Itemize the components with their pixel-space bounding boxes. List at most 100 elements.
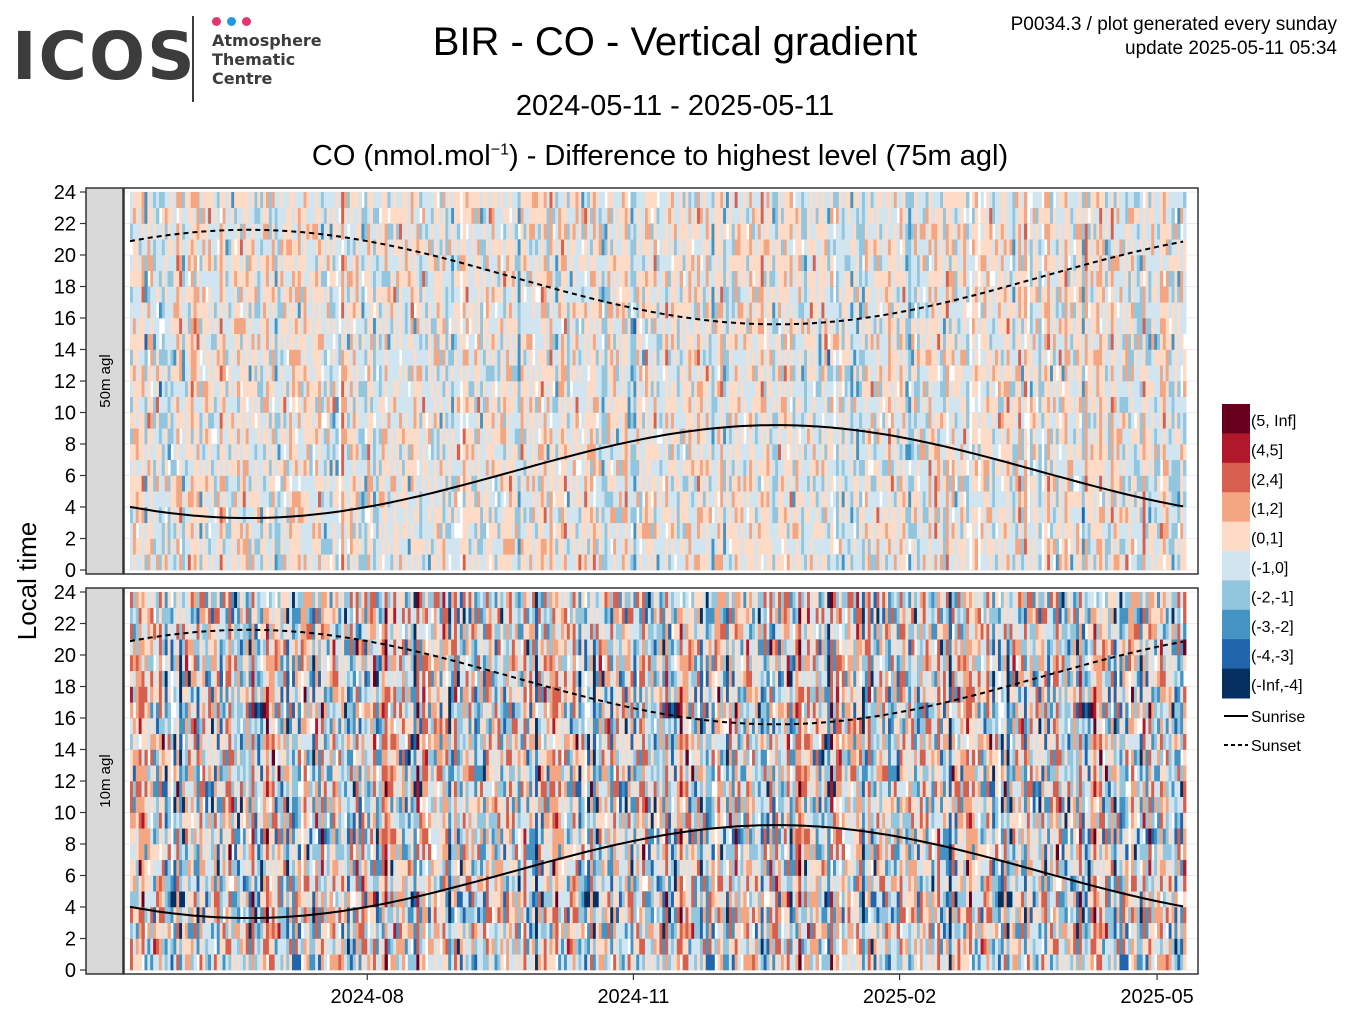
heat-cell: [477, 522, 481, 539]
heat-cell: [263, 349, 267, 366]
heat-cell: [618, 396, 623, 413]
heat-cell: [523, 396, 527, 413]
heat-cell: [306, 333, 310, 350]
heat-cell: [413, 522, 417, 539]
heat-cell: [427, 255, 432, 272]
heat-cell: [225, 459, 229, 476]
heat-cell: [592, 333, 597, 350]
heat-cell: [179, 318, 183, 335]
heat-cell: [399, 538, 403, 555]
heat-cell: [749, 286, 753, 303]
heat-cell: [639, 286, 643, 303]
heat-cell: [404, 428, 409, 445]
heat-cell: [514, 381, 519, 398]
heat-cell: [332, 491, 336, 508]
heat-cell: [511, 192, 516, 209]
heat-cell: [211, 255, 215, 272]
heat-cell: [699, 286, 704, 303]
heat-cell: [590, 365, 594, 382]
heat-cell: [213, 192, 218, 209]
heat-cell: [355, 412, 359, 429]
heat-cell: [190, 302, 195, 319]
heat-cell: [497, 459, 501, 476]
heat-cell: [364, 239, 368, 256]
heat-cell: [520, 428, 524, 445]
heat-cell: [237, 207, 241, 224]
heat-cell: [506, 475, 510, 492]
heat-cell: [248, 270, 252, 287]
heat-cell: [468, 507, 472, 524]
heat-cell: [265, 286, 270, 303]
heat-cell: [292, 239, 296, 256]
heat-cell: [344, 428, 348, 445]
heat-cell: [228, 491, 232, 508]
heat-cell: [289, 428, 293, 445]
heat-cell: [329, 207, 333, 224]
heat-cell: [419, 286, 423, 303]
heat-cell: [462, 396, 466, 413]
heat-cell: [404, 381, 409, 398]
heat-cell: [500, 207, 504, 224]
heat-cell: [465, 396, 469, 413]
heat-cell: [601, 239, 605, 256]
heat-cell: [725, 365, 730, 382]
heat-cell: [292, 365, 296, 382]
heat-cell: [132, 396, 137, 413]
heat-cell: [352, 412, 357, 429]
heat-cell: [294, 365, 299, 382]
heat-cell: [523, 318, 527, 335]
heat-cell: [187, 286, 192, 303]
heat-cell: [616, 507, 620, 524]
heat-cell: [477, 192, 481, 209]
heat-cell: [711, 396, 715, 413]
heat-cell: [268, 412, 273, 429]
heat-cell: [248, 538, 252, 555]
heat-cell: [694, 381, 698, 398]
heat-cell: [390, 349, 394, 366]
heat-cell: [578, 223, 582, 240]
heat-cell: [731, 318, 736, 335]
heat-cell: [644, 507, 649, 524]
heat-cell: [708, 444, 712, 461]
heat-cell: [309, 286, 313, 303]
heat-cell: [688, 333, 692, 350]
heat-cell: [141, 333, 145, 350]
heat-cell: [292, 333, 296, 350]
heat-cell: [199, 223, 203, 240]
heat-cell: [714, 207, 718, 224]
heat-cell: [170, 522, 174, 539]
heat-cell: [624, 428, 629, 445]
heat-cell: [396, 349, 400, 366]
heat-cell: [685, 381, 689, 398]
heat-cell: [320, 333, 325, 350]
heat-cell: [488, 381, 493, 398]
heat-cell: [477, 286, 481, 303]
heat-cell: [497, 349, 501, 366]
heat-cell: [294, 491, 299, 508]
heat-cell: [665, 239, 669, 256]
heat-cell: [474, 491, 478, 508]
heat-cell: [132, 365, 137, 382]
heat-cell: [433, 239, 438, 256]
heat-cell: [723, 239, 727, 256]
heat-cell: [725, 459, 730, 476]
heat-cell: [153, 207, 157, 224]
heat-cell: [685, 365, 689, 382]
heat-cell: [294, 475, 299, 492]
heat-cell: [234, 554, 238, 571]
heat-cell: [514, 396, 519, 413]
heat-cell: [517, 286, 521, 303]
heat-cell: [633, 223, 637, 240]
heat-cell: [633, 349, 637, 366]
heat-cell: [280, 444, 284, 461]
heat-cell: [364, 192, 368, 209]
heat-cell: [161, 349, 166, 366]
heat-cell: [613, 365, 617, 382]
heat-cell: [540, 475, 545, 492]
heat-cell: [346, 239, 351, 256]
logo-sub-line: Atmosphere: [212, 31, 322, 50]
heat-cell: [656, 255, 660, 272]
heat-cell: [691, 255, 695, 272]
heat-cell: [705, 381, 710, 398]
heat-cell: [636, 396, 640, 413]
